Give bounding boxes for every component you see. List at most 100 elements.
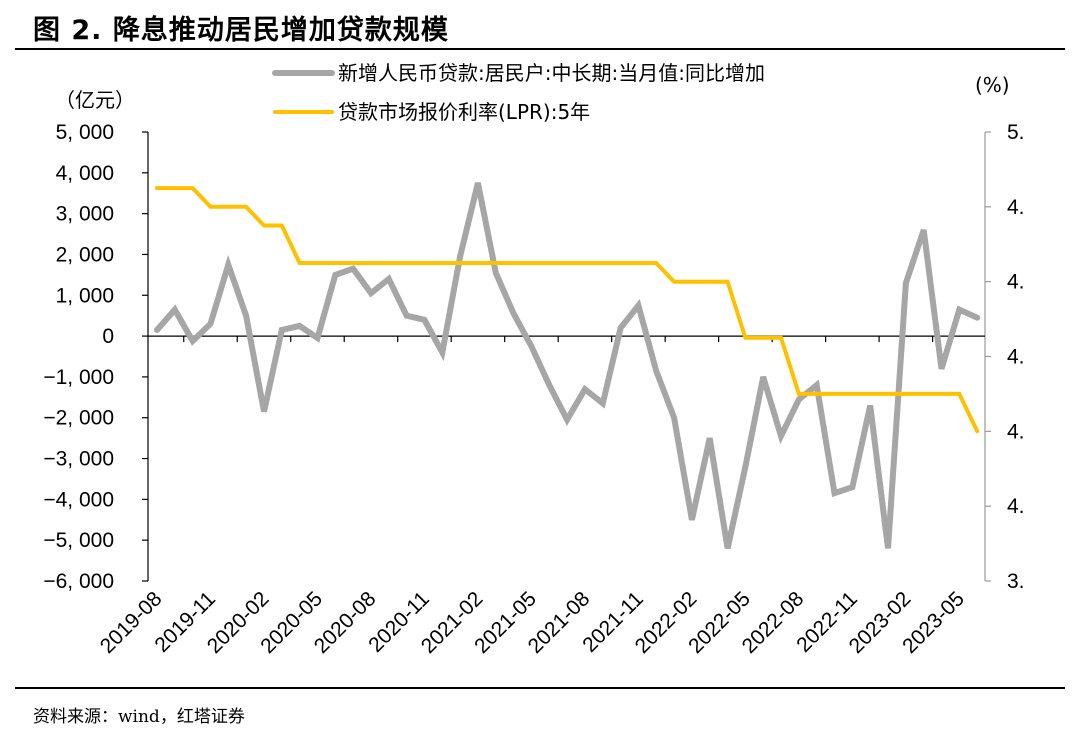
lpr-point [584, 262, 586, 264]
loans-point [530, 345, 532, 347]
source-note: 资料来源：wind，红塔证券 [33, 707, 245, 727]
loans-point [744, 466, 746, 468]
loans-point [602, 402, 604, 404]
lpr-point [370, 262, 372, 264]
loans-point [281, 329, 283, 331]
right-tick-label: 4. [1007, 271, 1025, 294]
loans-point [334, 274, 336, 276]
loans-point [495, 272, 497, 274]
loans-point [780, 435, 782, 437]
loans-point [406, 315, 408, 317]
lpr-point [334, 262, 336, 264]
lpr-point [352, 262, 354, 264]
loans-point [388, 278, 390, 280]
lpr-point [744, 337, 746, 339]
lpr-point [655, 262, 657, 264]
loans-point [227, 264, 229, 266]
lpr-point [958, 393, 960, 395]
bottom-rule [15, 687, 1065, 689]
right-tick-label: 5. [1007, 121, 1025, 144]
lpr-point [227, 206, 229, 208]
lpr-point [210, 206, 211, 208]
loans-point [655, 370, 657, 372]
series-layer [154, 182, 981, 549]
series-line-lpr [155, 186, 980, 434]
loans-point [941, 368, 942, 370]
lpr-point [388, 262, 390, 264]
lpr-point [548, 262, 550, 264]
lpr-point [673, 281, 675, 283]
loans-point [459, 256, 461, 257]
top-rule [15, 48, 1065, 50]
left-tick-label: −3, 000 [43, 448, 114, 471]
lpr-point [637, 262, 639, 264]
lpr-point [762, 337, 764, 339]
loans-point [370, 292, 372, 294]
loans-point [637, 305, 639, 306]
lpr-point [317, 262, 318, 264]
left-tick-label: −5, 000 [43, 529, 114, 552]
lpr-point [905, 393, 907, 395]
loans-point [352, 268, 354, 270]
lpr-point [192, 187, 194, 189]
loans-point [851, 486, 853, 488]
loans-point [441, 351, 443, 353]
left-tick-label: 0 [102, 325, 114, 348]
left-axis-unit: （亿元） [55, 88, 135, 112]
lpr-point [245, 206, 247, 208]
lpr-point [566, 262, 568, 264]
left-tick-label: −6, 000 [43, 570, 114, 593]
legend-label-loans: 新增人民币贷款:居民户:中长期:当月值:同比增加 [338, 61, 765, 85]
lpr-point [174, 187, 176, 189]
lpr-point [780, 337, 782, 339]
lpr-point [976, 430, 978, 432]
right-tick-label: 3. [1007, 570, 1025, 593]
loans-point [513, 313, 515, 315]
loans-point [317, 337, 318, 339]
loans-point [869, 405, 871, 406]
lpr-point [727, 281, 729, 283]
lpr-point [406, 262, 408, 264]
lpr-point [941, 393, 942, 395]
lpr-point [263, 225, 265, 226]
loans-point [691, 519, 693, 521]
lpr-point [477, 262, 479, 264]
loans-point [263, 411, 265, 413]
lpr-point [887, 393, 889, 395]
loans-point [423, 319, 425, 321]
loans-point [923, 229, 925, 231]
lpr-point [423, 262, 425, 264]
loans-point [548, 384, 550, 386]
lpr-point [281, 225, 283, 226]
loans-point [566, 419, 568, 421]
left-tick-label: 3, 000 [56, 203, 114, 226]
lpr-point [156, 187, 158, 189]
legend-label-lpr: 贷款市场报价利率(LPR):5年 [338, 100, 590, 124]
left-axis: 5, 000 4, 000 3, 000 2, 000 1, 000 0 −1, 000 −2… [43, 121, 149, 593]
right-tick-label: 4. [1007, 196, 1025, 219]
lpr-point [923, 393, 925, 395]
loans-point [976, 317, 978, 319]
loans-point [887, 547, 889, 549]
lpr-point [851, 393, 853, 395]
x-axis: 2019-082019-112020-022020-052020-082020-… [96, 335, 985, 658]
loans-point [905, 282, 907, 284]
legend: 新增人民币贷款:居民户:中长期:当月值:同比增加 贷款市场报价利率(LPR):5… [272, 61, 765, 124]
lpr-point [620, 262, 622, 264]
series-line-loans [154, 182, 981, 549]
lpr-point [691, 281, 693, 283]
lpr-point [869, 393, 871, 395]
lpr-point [816, 393, 818, 395]
loans-point [958, 309, 960, 311]
right-axis-unit: (%) [975, 73, 1010, 97]
right-axis: 5. 4. 4. 4. 4. 4. 3. [984, 121, 1025, 593]
loans-point [762, 376, 764, 378]
loans-point [245, 315, 247, 317]
chart-title: 图 2. 降息推动居民增加贷款规模 [33, 15, 449, 46]
loans-point [299, 325, 301, 327]
right-tick-label: 4. [1007, 346, 1025, 369]
left-tick-label: −4, 000 [43, 488, 114, 511]
left-tick-label: 5, 000 [56, 121, 114, 144]
left-tick-label: 4, 000 [56, 162, 114, 185]
loans-point [156, 329, 158, 331]
